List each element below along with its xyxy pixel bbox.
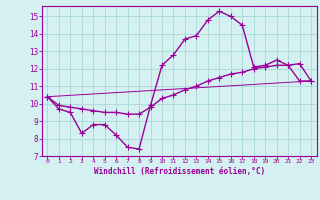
X-axis label: Windchill (Refroidissement éolien,°C): Windchill (Refroidissement éolien,°C): [94, 167, 265, 176]
